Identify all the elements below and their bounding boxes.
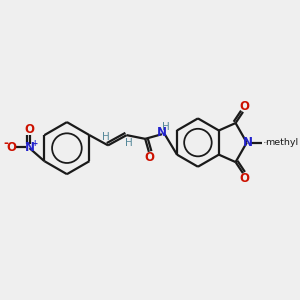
Text: O: O [239,172,249,185]
Text: methyl: methyl [265,138,298,147]
Text: O: O [25,123,34,136]
Text: methyl: methyl [263,142,268,143]
Text: O: O [6,141,16,154]
Text: O: O [145,151,155,164]
Text: N: N [157,126,167,139]
Text: N: N [25,141,34,154]
Text: H: H [124,139,132,148]
Text: O: O [239,100,249,113]
Text: N: N [243,136,253,149]
Text: -: - [3,137,8,150]
Text: +: + [31,139,37,148]
Text: H: H [102,132,110,142]
Text: H: H [162,122,170,132]
